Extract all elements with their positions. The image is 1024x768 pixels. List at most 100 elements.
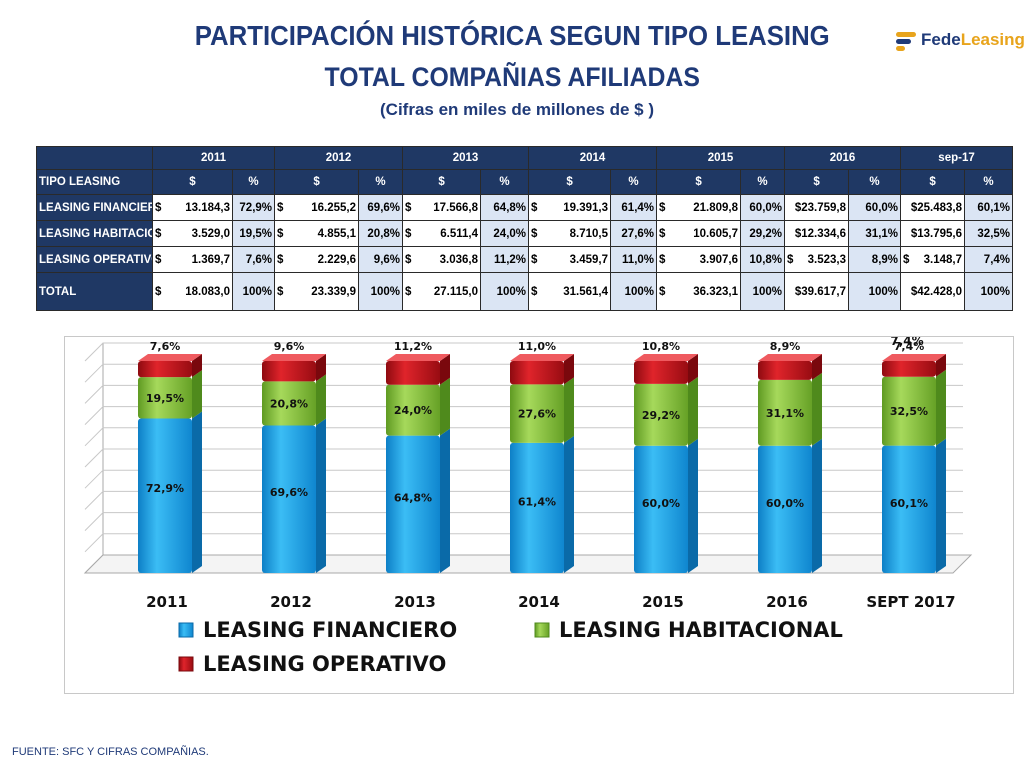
percent-cell: 9,6% <box>358 246 404 273</box>
bar-top <box>386 354 450 361</box>
percent-cell: 27,6% <box>610 220 658 247</box>
bar-side <box>440 377 450 436</box>
year-header: 2011 <box>151 146 276 170</box>
legend-swatch <box>178 622 194 638</box>
bar-segment <box>758 354 822 380</box>
bar-face <box>510 384 564 443</box>
amount-cell: $23.339,9 <box>274 272 360 311</box>
chart-panel: 72,9% 19,5% 7,6% 69,6% 20,8% 9,6% 64,8% 24,0% 11… <box>64 334 1014 694</box>
data-label: 31,1% <box>766 407 804 420</box>
bar-side <box>192 370 202 419</box>
year-header: 2013 <box>402 146 530 170</box>
amount-cell: $18.083,0 <box>152 272 233 311</box>
amount-cell: $13.795,6 <box>900 220 966 247</box>
bar-side <box>812 354 822 380</box>
bar-side <box>316 354 326 382</box>
amount-cell: $3.148,7 <box>900 246 966 273</box>
amount-header: $ <box>784 169 850 195</box>
bar-face <box>138 361 192 378</box>
bar-side <box>192 411 202 573</box>
bar-side <box>316 374 326 426</box>
data-label: 10,8% <box>642 340 680 353</box>
amount-header: $ <box>900 169 966 195</box>
percent-cell: 100% <box>231 272 276 311</box>
percent-cell: 24,0% <box>480 220 530 247</box>
data-label: 7,4% <box>894 340 925 353</box>
percent-cell: 11,0% <box>610 246 658 273</box>
amount-cell: $2.229,6 <box>274 246 360 273</box>
table-row: LEASING HABITACIONAL$3.529,019,5%$4.855,… <box>36 220 1014 247</box>
bar-segment <box>510 377 574 443</box>
data-label: 9,6% <box>274 340 305 353</box>
bar-side <box>936 369 946 446</box>
bar-face <box>882 445 936 573</box>
data-label: 69,6% <box>270 486 308 499</box>
bar-side <box>564 377 574 443</box>
bar-face <box>262 381 316 426</box>
bar-face <box>758 361 812 380</box>
x-tick-label: 2012 <box>270 593 312 611</box>
bar-side <box>192 354 202 378</box>
x-tick-label: 2013 <box>394 593 436 611</box>
amount-cell: $3.459,7 <box>528 246 612 273</box>
amount-cell: $4.855,1 <box>274 220 360 247</box>
legend-item: LEASING FINANCIERO <box>178 618 457 642</box>
percent-cell: 60,0% <box>848 194 902 221</box>
bar-segment <box>510 435 574 573</box>
bar-segment <box>634 376 698 446</box>
page-title-line2: TOTAL COMPAÑIAS AFILIADAS <box>324 62 700 92</box>
percent-cell: 7,6% <box>231 246 276 273</box>
amount-header: $ <box>656 169 742 195</box>
column-header-row: TIPO LEASING $% $% $% $% $% $% $% <box>36 169 1014 195</box>
bar-segment <box>510 354 574 385</box>
year-header: 2012 <box>274 146 404 170</box>
row-label: TOTAL <box>36 272 153 311</box>
percent-cell: 100% <box>964 272 1014 311</box>
data-label: 20,8% <box>270 397 308 410</box>
percent-header: % <box>740 169 786 195</box>
percent-cell: 32,5% <box>964 220 1014 247</box>
bar-side <box>688 354 698 384</box>
bar-segment <box>138 411 202 573</box>
percent-cell: 7,4% <box>964 246 1014 273</box>
data-label: 7,6% <box>150 340 181 353</box>
amount-cell: $3.036,8 <box>402 246 482 273</box>
legend-swatch <box>178 656 194 672</box>
bar-side <box>564 354 574 385</box>
year-header: 2014 <box>528 146 658 170</box>
percent-header: % <box>358 169 404 195</box>
row-label: LEASING HABITACIONAL <box>36 220 153 247</box>
bar-side <box>440 354 450 385</box>
percent-cell: 31,1% <box>848 220 902 247</box>
table-row: LEASING OPERATIVO $1.369,7 7,6% $2.229,6 9,6… <box>36 246 1014 273</box>
amount-cell: $17.566,8 <box>402 194 482 221</box>
bar-side <box>812 438 822 573</box>
row-label: LEASING OPERATIVO <box>36 246 153 273</box>
bar-face <box>386 435 440 573</box>
stacked-bar-chart: 72,9% 19,5% 7,6% 69,6% 20,8% 9,6% 64,8% 24,0% 11… <box>83 334 973 676</box>
bar-segment <box>386 377 450 436</box>
bar-segment <box>138 354 202 378</box>
percent-cell: 10,8% <box>740 246 786 273</box>
percent-cell: 29,2% <box>740 220 786 247</box>
data-label: 11,0% <box>518 340 556 353</box>
percent-cell: 100% <box>740 272 786 311</box>
data-label: 64,8% <box>394 491 432 504</box>
amount-cell: $16.255,2 <box>274 194 360 221</box>
bar-face <box>386 384 440 436</box>
data-label: 27,6% <box>518 408 556 421</box>
percent-cell: 8,9% <box>848 246 902 273</box>
table-row: LEASING FINANCIERO $13.184,3 72,9% $16.255,… <box>36 194 1014 221</box>
bar-side <box>688 376 698 446</box>
bar-segment <box>758 372 822 446</box>
legend-item: LEASING OPERATIVO <box>178 652 446 676</box>
amount-cell: $39.617,7 <box>784 272 850 311</box>
bar-segment <box>634 438 698 573</box>
amount-header: $ <box>528 169 612 195</box>
bar-side <box>936 354 946 377</box>
logo-text: FedeLeasing <box>921 30 1024 49</box>
x-tick-label: 2016 <box>766 593 808 611</box>
percent-cell: 20,8% <box>358 220 404 247</box>
percent-cell: 60,1% <box>964 194 1014 221</box>
percent-cell: 100% <box>358 272 404 311</box>
